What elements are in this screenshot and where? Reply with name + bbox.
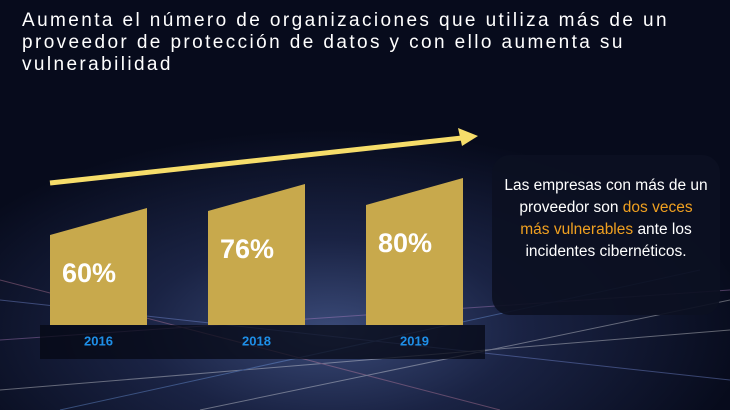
callout-text: Las empresas con más de un proveedor son (504, 177, 708, 216)
title: Aumenta el número de organizaciones que … (22, 10, 669, 75)
category-strip (40, 325, 485, 359)
category-label: 2019 (400, 333, 429, 348)
value-label: 76% (220, 234, 274, 264)
category-label: 2016 (84, 333, 113, 348)
callout-text: ante los incidentes cibernéticos. (525, 221, 692, 260)
bar (208, 184, 305, 325)
value-label: 80% (378, 228, 432, 258)
arrow-head (458, 128, 478, 146)
bar (366, 178, 463, 325)
trend-arrow (49, 135, 463, 186)
callout-highlight: dos veces más vulnerables (520, 199, 693, 238)
bar (50, 208, 147, 325)
value-label: 60% (62, 258, 116, 288)
category-label: 2018 (242, 333, 271, 348)
callout: Las empresas con más de un proveedor son… (492, 155, 720, 315)
